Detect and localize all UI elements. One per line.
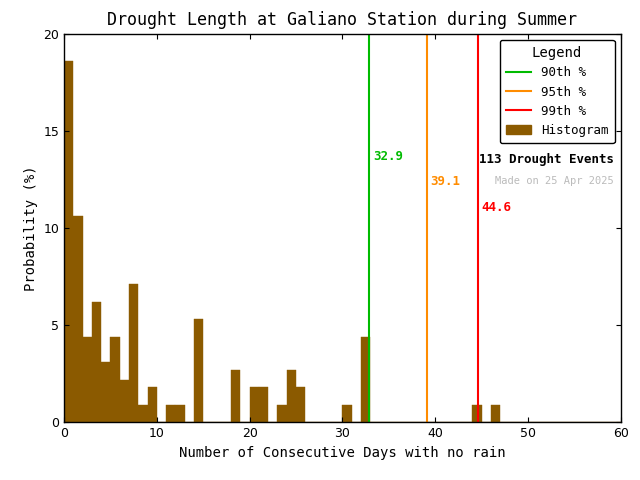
Bar: [64, 61, 73, 422]
Bar: [73, 216, 83, 422]
Bar: [129, 284, 138, 422]
Text: 32.9: 32.9: [373, 150, 403, 163]
Bar: [231, 370, 241, 422]
Bar: [147, 387, 157, 422]
Bar: [472, 405, 481, 422]
Text: 39.1: 39.1: [431, 175, 461, 188]
Bar: [101, 362, 111, 422]
Bar: [166, 405, 175, 422]
Bar: [342, 405, 352, 422]
Text: 113 Drought Events: 113 Drought Events: [479, 153, 614, 166]
Text: 44.6: 44.6: [481, 201, 511, 214]
Bar: [83, 337, 92, 422]
Bar: [287, 370, 296, 422]
Bar: [111, 337, 120, 422]
Bar: [175, 405, 184, 422]
Title: Drought Length at Galiano Station during Summer: Drought Length at Galiano Station during…: [108, 11, 577, 29]
X-axis label: Number of Consecutive Days with no rain: Number of Consecutive Days with no rain: [179, 446, 506, 460]
Legend: 90th %, 95th %, 99th %, Histogram: 90th %, 95th %, 99th %, Histogram: [500, 40, 614, 144]
Bar: [296, 387, 305, 422]
Y-axis label: Probability (%): Probability (%): [24, 165, 38, 291]
Bar: [138, 405, 148, 422]
Bar: [194, 319, 204, 422]
Bar: [278, 405, 287, 422]
Bar: [361, 337, 370, 422]
Bar: [259, 387, 268, 422]
Bar: [491, 405, 500, 422]
Bar: [92, 302, 101, 422]
Bar: [120, 380, 129, 422]
Bar: [250, 387, 259, 422]
Text: Made on 25 Apr 2025: Made on 25 Apr 2025: [495, 176, 614, 186]
